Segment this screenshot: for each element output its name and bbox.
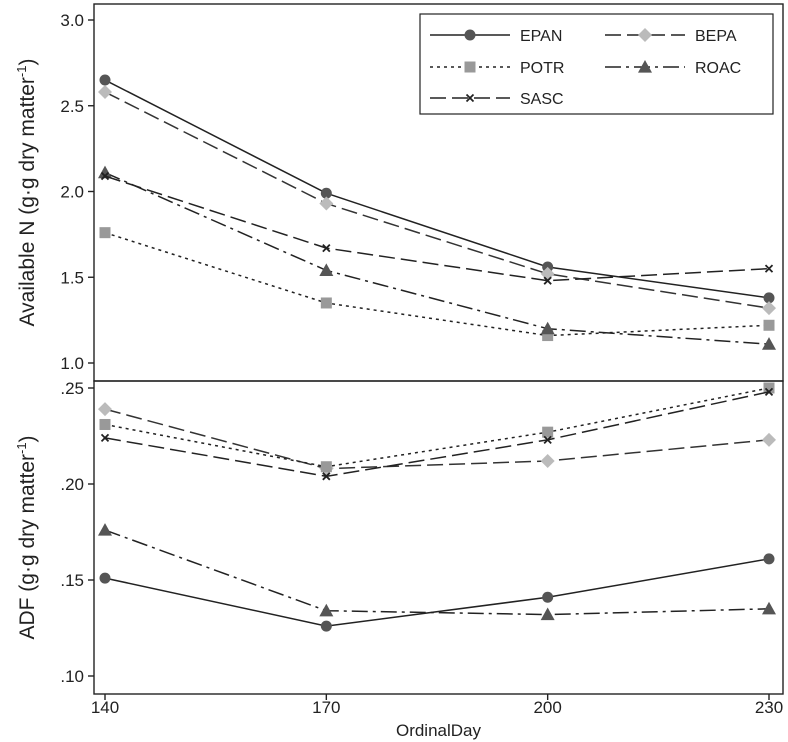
data-point-roac [98, 165, 112, 179]
data-point-roac [762, 337, 776, 350]
series-line-epan [104, 79, 770, 299]
data-point-sasc [764, 264, 774, 273]
panel-2: .10 .15 .20 .25 ADF (g·g dry matter-1) [14, 379, 784, 695]
legend-label: SASC [520, 91, 564, 108]
legend-item-sasc: SASC [430, 91, 564, 108]
data-point-potr [99, 227, 111, 239]
data-point-potr [320, 297, 332, 309]
series-line-sasc [104, 391, 770, 478]
data-point-bepa [762, 301, 776, 316]
y-tick-label: .20 [60, 475, 84, 494]
legend-marker [638, 28, 652, 42]
x-tick-label: 230 [755, 698, 783, 717]
y-tick-label: 3.0 [60, 11, 84, 30]
data-point-epan [763, 553, 775, 565]
data-point-epan [99, 572, 111, 584]
data-point-roac [98, 523, 112, 536]
series-line-epan [104, 558, 770, 627]
legend-marker [465, 93, 475, 103]
legend-marker [464, 29, 476, 41]
legend-marker [464, 61, 476, 73]
data-point-epan [99, 74, 111, 86]
data-point-sasc [543, 276, 552, 285]
legend: EPAN BEPA POTR ROAC SASC [419, 13, 774, 115]
legend-label: POTR [520, 60, 564, 77]
series-line-potr [104, 387, 770, 468]
x-tick-label: 170 [312, 698, 340, 717]
data-point-epan [320, 620, 332, 632]
data-point-sasc [100, 433, 110, 443]
data-point-epan [763, 292, 775, 304]
data-point-bepa [98, 85, 112, 100]
legend-label: BEPA [695, 28, 737, 45]
data-point-roac [319, 263, 334, 276]
legend-label: ROAC [695, 60, 741, 77]
series-line-roac [104, 529, 770, 616]
y-tick-label: 2.0 [60, 183, 84, 202]
data-point-sasc [322, 243, 331, 253]
y-tick-label: .25 [60, 379, 84, 398]
y-tick-label: 2.5 [60, 97, 84, 116]
series-line-bepa [104, 91, 770, 309]
series-line-roac [104, 171, 770, 345]
data-point-sasc [543, 435, 552, 444]
data-point-potr [763, 382, 775, 394]
data-point-potr [542, 426, 554, 438]
data-point-potr [542, 330, 554, 342]
data-point-sasc [764, 387, 774, 396]
y-axis-title: Available N (g·g dry matter-1) [14, 59, 39, 327]
legend-label: EPAN [520, 28, 562, 45]
legend-item-roac: ROAC [605, 60, 741, 77]
data-point-bepa [540, 453, 555, 468]
data-point-sasc [322, 472, 331, 481]
panel-frame [93, 380, 784, 695]
legend-item-epan: EPAN [430, 28, 562, 45]
panel-1: 1.0 1.5 2.0 2.5 3.0 Available N (g·g dry matt… [14, 3, 784, 382]
data-point-potr [99, 418, 111, 430]
legend-item-potr: POTR [430, 60, 564, 77]
y-tick-label: .10 [60, 667, 84, 686]
x-tick-label: 140 [91, 698, 119, 717]
data-point-epan [320, 187, 332, 199]
data-point-roac [319, 603, 334, 617]
series-line-bepa [104, 408, 770, 470]
data-point-bepa [762, 432, 776, 447]
data-point-roac [540, 321, 555, 335]
y-tick-label: .15 [60, 571, 84, 590]
x-tick-label: 200 [533, 698, 561, 717]
data-point-bepa [98, 402, 112, 417]
data-point-sasc [100, 171, 110, 181]
legend-item-bepa: BEPA [605, 28, 737, 45]
y-tick-label: 1.5 [60, 268, 84, 287]
data-point-epan [542, 591, 554, 603]
y-tick-label: 1.0 [60, 354, 84, 373]
data-point-potr [320, 461, 332, 473]
legend-marker [638, 60, 652, 73]
series-line-potr [104, 231, 770, 337]
data-point-roac [762, 601, 776, 615]
x-axis-title: OrdinalDay [396, 721, 482, 740]
data-point-potr [763, 319, 775, 331]
y-axis-title: ADF (g·g dry matter-1) [14, 435, 39, 639]
series-line-sasc [104, 175, 770, 282]
data-point-bepa [319, 196, 334, 211]
data-point-roac [540, 607, 555, 621]
